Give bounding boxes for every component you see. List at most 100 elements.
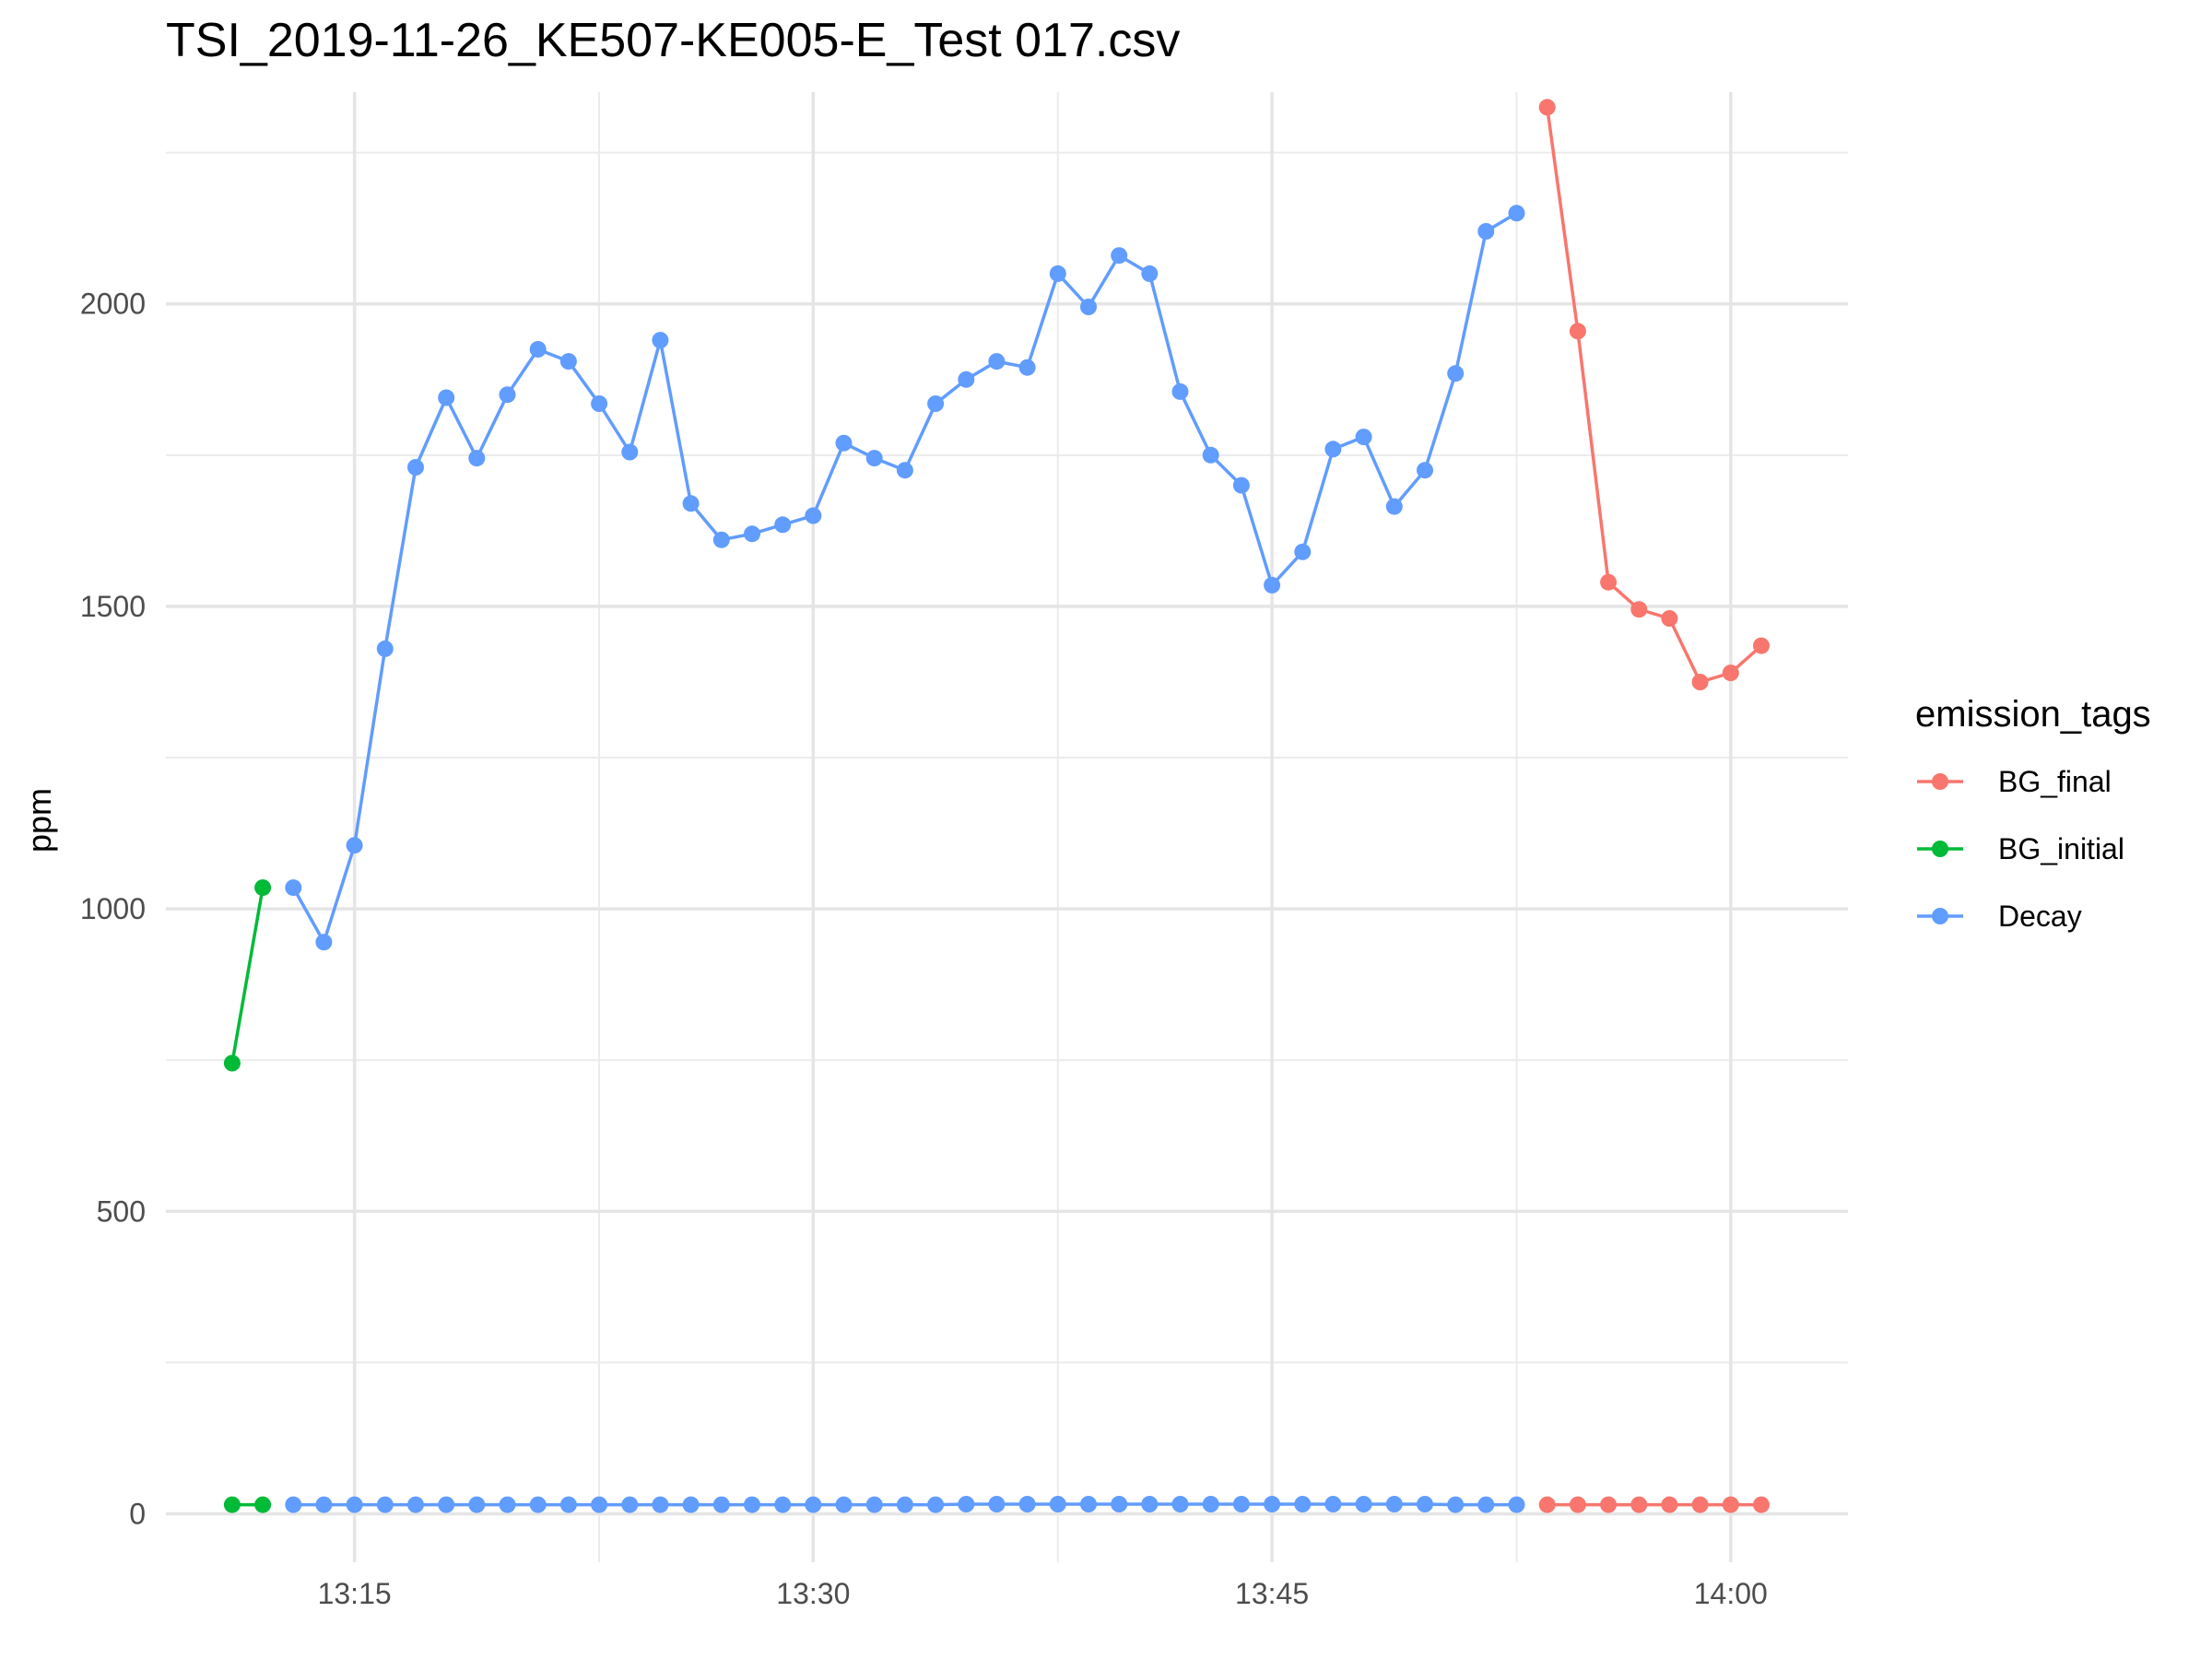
data-point	[376, 1496, 394, 1513]
data-point	[1600, 1496, 1618, 1513]
data-point	[468, 450, 486, 467]
data-point	[805, 1496, 822, 1513]
data-point	[529, 341, 547, 358]
data-point	[1600, 573, 1618, 591]
x-tick-labels: 13:15 13:30 13:45 14:00	[318, 1577, 1768, 1610]
data-point	[1722, 665, 1739, 682]
data-point	[835, 1496, 853, 1513]
legend-item: BG_initial	[1917, 832, 2124, 865]
data-point	[591, 395, 608, 412]
data-point	[1661, 1496, 1678, 1513]
data-point	[346, 837, 363, 854]
y-axis-title: ppm	[20, 788, 58, 853]
data-point	[1477, 1496, 1495, 1513]
legend-label: Decay	[1998, 900, 2082, 933]
data-point	[865, 1496, 883, 1513]
data-point	[1324, 441, 1342, 458]
data-point	[744, 1496, 760, 1513]
data-point	[1661, 610, 1678, 627]
data-point	[1355, 1496, 1372, 1512]
data-point	[1111, 1496, 1128, 1512]
legend-key-point	[1932, 773, 1948, 790]
gridlines	[166, 92, 1848, 1562]
data-point	[682, 1496, 700, 1513]
data-point	[1569, 1496, 1586, 1513]
y-tick-label: 2000	[80, 288, 146, 321]
data-point	[805, 507, 822, 524]
legend-label: BG_initial	[1998, 832, 2124, 865]
y-tick-label: 1000	[80, 892, 146, 925]
data-point	[254, 879, 272, 897]
data-point	[774, 1496, 792, 1513]
data-point	[315, 1496, 333, 1513]
data-point	[438, 389, 455, 406]
data-point	[744, 525, 760, 543]
data-point	[1508, 1496, 1525, 1513]
data-point	[1385, 1496, 1403, 1512]
data-point	[1018, 359, 1036, 376]
data-point	[559, 1496, 577, 1513]
data-point	[1232, 477, 1250, 494]
data-point	[896, 462, 913, 479]
data-point	[1447, 1496, 1465, 1513]
data-point	[621, 1496, 639, 1513]
legend: emission_tags BG_final BG_initial Decay	[1915, 694, 2151, 933]
data-point	[1264, 576, 1281, 594]
series-line	[291, 211, 1518, 944]
data-point	[499, 1496, 516, 1513]
data-point	[958, 1496, 975, 1512]
data-point	[774, 516, 792, 534]
data-point	[591, 1496, 608, 1513]
data-point	[529, 1496, 547, 1513]
data-point	[1722, 1496, 1739, 1513]
data-point	[1477, 223, 1495, 240]
data-point	[712, 531, 730, 548]
chart-title: TSI_2019-11-26_KE507-KE005-E_Test 017.cs…	[166, 14, 1181, 67]
data-point	[896, 1496, 913, 1513]
data-point	[223, 1054, 241, 1072]
data-point	[1753, 1496, 1770, 1513]
data-point	[652, 332, 669, 349]
data-point	[438, 1496, 455, 1513]
x-tick-label: 13:30	[776, 1577, 850, 1610]
series-bg-final	[1538, 99, 1770, 1513]
data-point	[1324, 1496, 1342, 1512]
x-tick-label: 13:15	[318, 1577, 392, 1610]
data-point	[1417, 1496, 1433, 1512]
data-point	[1753, 637, 1770, 654]
data-point	[1202, 446, 1219, 464]
data-point	[1294, 543, 1312, 560]
x-tick-label: 13:45	[1235, 1577, 1309, 1610]
data-point	[1538, 99, 1556, 116]
data-point	[1141, 1496, 1159, 1512]
data-point	[1630, 601, 1648, 618]
data-point	[1111, 247, 1128, 265]
data-point	[682, 495, 700, 512]
data-point	[1049, 265, 1066, 282]
data-point	[1049, 1496, 1066, 1512]
data-point	[988, 1496, 1006, 1512]
data-point	[865, 450, 883, 467]
data-point	[927, 395, 945, 412]
legend-key-point	[1932, 908, 1948, 924]
y-tick-label: 500	[97, 1194, 146, 1228]
data-point	[1538, 1496, 1556, 1513]
legend-item: Decay	[1917, 900, 2082, 933]
data-point	[407, 1496, 424, 1513]
data-point	[1294, 1496, 1312, 1512]
data-point	[1264, 1496, 1281, 1512]
data-point	[559, 353, 577, 371]
y-tick-labels: 0 500 1000 1500 2000	[80, 288, 146, 1531]
data-point	[1232, 1496, 1250, 1512]
data-point	[958, 371, 975, 388]
data-point	[652, 1496, 669, 1513]
data-point	[712, 1496, 730, 1513]
data-point	[621, 443, 639, 461]
y-tick-label: 0	[129, 1497, 146, 1530]
data-point	[1018, 1496, 1036, 1512]
data-point	[1171, 1496, 1189, 1512]
data-point	[407, 459, 424, 476]
data-point	[988, 353, 1006, 371]
legend-key-point	[1932, 841, 1948, 857]
